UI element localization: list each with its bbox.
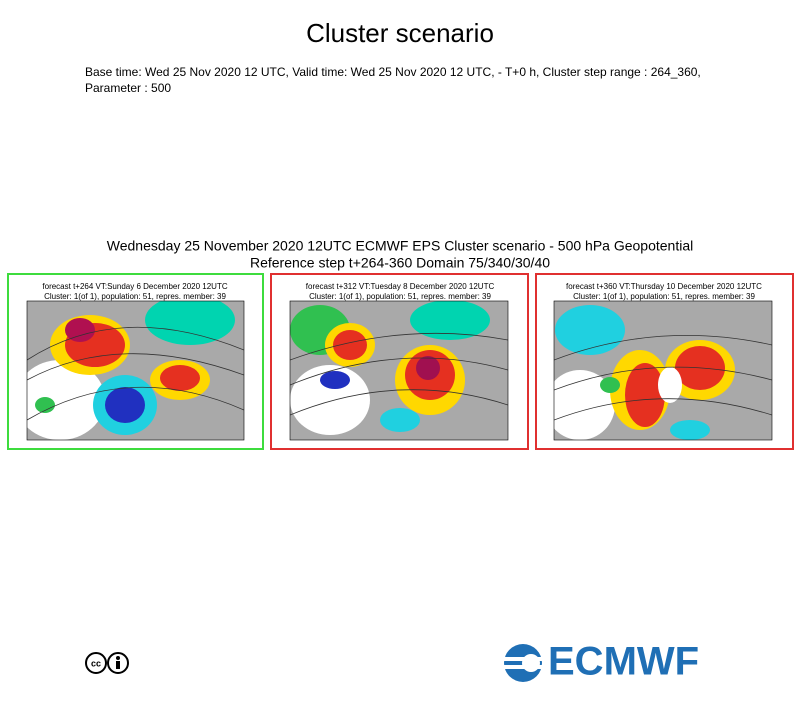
logo-text: ECMWF — [548, 640, 699, 684]
figure-title: Reference step t+264-360 Domain 75/340/3… — [250, 255, 550, 271]
map — [290, 301, 508, 440]
ecmwf-logo: ECMWF — [500, 640, 699, 684]
info-line: Base time: Wed 25 Nov 2020 12 UTC, Valid… — [85, 65, 701, 79]
panel-caption: forecast t+360 VT:Thursday 10 December 2… — [566, 282, 762, 291]
map — [27, 301, 244, 440]
panel-caption: Cluster: 1(of 1), population: 51, repres… — [309, 292, 491, 301]
figure-title: Wednesday 25 November 2020 12UTC ECMWF E… — [107, 238, 693, 254]
license-text: cc — [91, 658, 101, 668]
license-icon: cc — [85, 652, 129, 674]
panel-caption: Cluster: 1(of 1), population: 51, repres… — [573, 292, 755, 301]
panel-caption: forecast t+264 VT:Sunday 6 December 2020… — [42, 282, 227, 291]
map — [554, 301, 772, 440]
page-title: Cluster scenario — [306, 18, 494, 48]
panel-caption: Cluster: 1(of 1), population: 51, repres… — [44, 292, 226, 301]
panel-caption: forecast t+312 VT:Tuesday 8 December 202… — [306, 282, 495, 291]
info-line: Parameter : 500 — [85, 81, 171, 95]
